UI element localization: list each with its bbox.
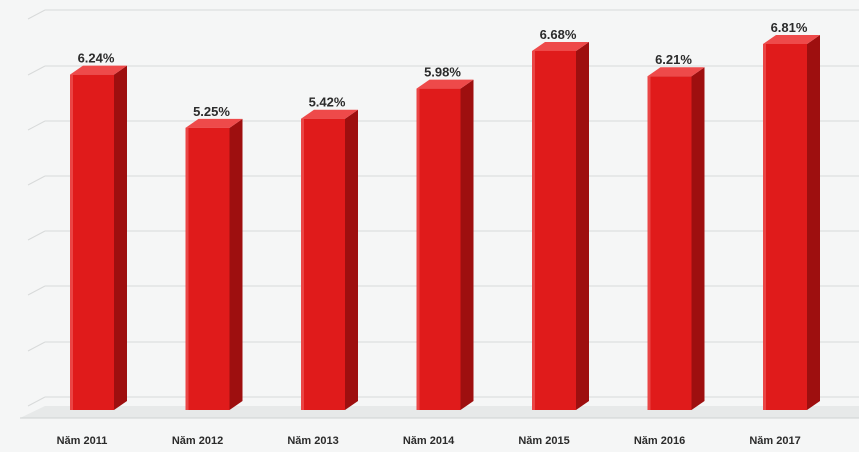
bar-side bbox=[807, 35, 820, 410]
gridline-depth bbox=[27, 285, 46, 296]
bar-3 bbox=[301, 109, 358, 411]
category-label-4: Năm 2014 bbox=[403, 435, 455, 447]
data-label-6: 6.21% bbox=[655, 52, 692, 67]
bar-top bbox=[763, 35, 820, 44]
gridline-depth bbox=[27, 65, 46, 76]
gridline-depth bbox=[27, 230, 46, 241]
category-label-6: Năm 2016 bbox=[634, 435, 685, 447]
bar-1 bbox=[70, 65, 127, 410]
bar-top bbox=[70, 65, 127, 75]
data-label-2: 5.25% bbox=[193, 104, 230, 119]
bar-highlight bbox=[185, 127, 189, 411]
bar-front bbox=[763, 44, 807, 410]
data-label-1: 6.24% bbox=[78, 51, 115, 66]
gridline-depth bbox=[27, 341, 46, 352]
category-label-2: Năm 2012 bbox=[172, 435, 223, 447]
data-label-5: 6.68% bbox=[540, 27, 577, 42]
category-label-5: Năm 2015 bbox=[518, 435, 569, 447]
bar-side bbox=[229, 118, 243, 411]
category-label-7: Năm 2017 bbox=[749, 435, 800, 447]
bar-top bbox=[301, 109, 358, 119]
data-labels: 6.24% 5.25% 5.42% 5.98% 6.68% 6.21% 6.81% bbox=[78, 20, 808, 119]
data-label-4: 5.98% bbox=[424, 65, 461, 80]
bar-highlight bbox=[763, 44, 766, 410]
bar-side bbox=[114, 65, 127, 410]
bar-highlight bbox=[70, 74, 73, 410]
bar-top bbox=[647, 67, 705, 77]
category-label-3: Năm 2013 bbox=[287, 435, 338, 447]
bar-side bbox=[345, 109, 358, 411]
bar-highlight bbox=[647, 76, 651, 410]
bar-side bbox=[691, 67, 705, 410]
bar-top bbox=[185, 118, 243, 128]
bar-front bbox=[532, 50, 576, 410]
bar-side bbox=[576, 41, 589, 410]
category-axis-labels: Năm 2011 Năm 2012 Năm 2013 Năm 2014 Năm 2015… bbox=[57, 435, 801, 447]
bar-2 bbox=[185, 118, 243, 411]
bar-highlight bbox=[416, 88, 420, 410]
bar-6 bbox=[647, 67, 705, 410]
bar-top bbox=[532, 41, 589, 51]
gridline-depth bbox=[27, 9, 46, 20]
bar-5 bbox=[532, 41, 589, 410]
bars bbox=[70, 35, 820, 411]
bar-highlight bbox=[532, 50, 535, 410]
bar-front bbox=[185, 127, 230, 411]
bar-4 bbox=[416, 79, 474, 410]
category-label-1: Năm 2011 bbox=[57, 435, 108, 447]
gridline-depth bbox=[27, 120, 46, 131]
bar-front bbox=[647, 76, 692, 410]
bar-highlight bbox=[301, 118, 304, 411]
bar-front bbox=[416, 88, 461, 410]
gridline-depth bbox=[27, 175, 46, 186]
gridline-depth bbox=[27, 396, 46, 407]
bar-7 bbox=[763, 35, 820, 410]
data-label-7: 6.81% bbox=[771, 20, 808, 35]
bar-top bbox=[416, 79, 474, 89]
data-label-3: 5.42% bbox=[309, 95, 346, 110]
bar-front bbox=[301, 118, 345, 411]
bar-side bbox=[460, 79, 474, 410]
bar-front bbox=[70, 74, 114, 410]
